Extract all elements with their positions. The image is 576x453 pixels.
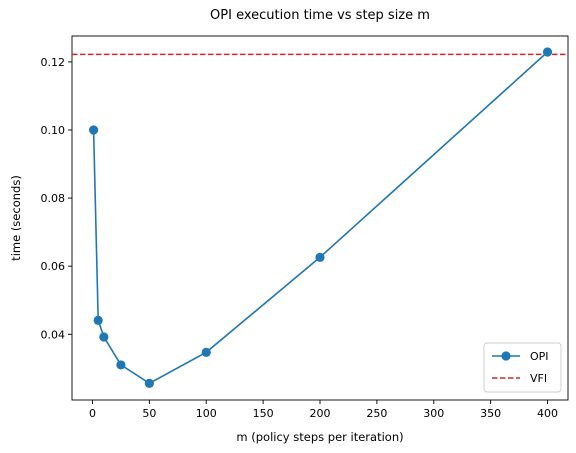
opi-point <box>116 360 126 370</box>
x-tick-label: 0 <box>89 407 96 420</box>
x-tick-label: 100 <box>196 407 217 420</box>
opi-point <box>315 252 325 262</box>
y-tick-label: 0.04 <box>41 328 66 341</box>
y-tick-label: 0.06 <box>41 260 66 273</box>
legend-frame <box>483 342 562 393</box>
opi-point <box>542 47 553 57</box>
legend-opi-marker <box>501 351 511 361</box>
opi-point <box>144 378 154 388</box>
x-tick-label: 400 <box>537 407 558 420</box>
x-tick-label: 50 <box>142 407 156 420</box>
y-axis-label: time (seconds) <box>9 175 23 261</box>
opi-point <box>93 315 103 325</box>
legend: OPI VFI <box>483 342 562 393</box>
opi-line <box>92 51 549 385</box>
legend-vfi-label: VFI <box>530 372 547 385</box>
x-tick-label: 350 <box>480 407 501 420</box>
y-tick-label: 0.08 <box>41 192 66 205</box>
opi-point <box>201 347 211 357</box>
opi-point <box>89 125 99 135</box>
x-tick-label: 150 <box>253 407 274 420</box>
legend-opi-label: OPI <box>530 350 549 363</box>
x-tick-label: 300 <box>423 407 444 420</box>
x-axis: 0 50 100 150 200 250 300 350 400 <box>89 400 558 420</box>
y-axis: 0.04 0.06 0.08 0.10 0.12 <box>41 56 72 341</box>
x-tick-label: 200 <box>310 407 331 420</box>
opi-layer <box>89 47 553 388</box>
chart-title: OPI execution time vs step size m <box>210 8 430 23</box>
y-tick-label: 0.12 <box>41 56 66 69</box>
x-axis-label: m (policy steps per iteration) <box>236 430 403 444</box>
opi-point <box>99 332 109 342</box>
y-tick-label: 0.10 <box>41 124 66 137</box>
x-tick-label: 250 <box>366 407 387 420</box>
